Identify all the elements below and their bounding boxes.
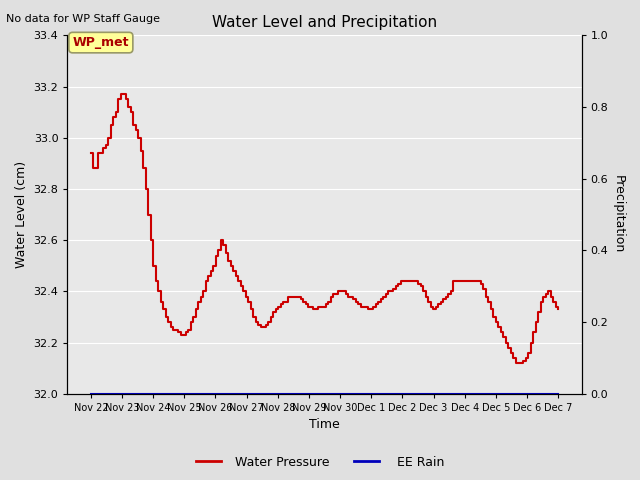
Text: WP_met: WP_met — [72, 36, 129, 49]
Legend:  Water Pressure,   EE Rain: Water Pressure, EE Rain — [191, 451, 449, 474]
X-axis label: Time: Time — [309, 419, 340, 432]
Title: Water Level and Precipitation: Water Level and Precipitation — [212, 15, 437, 30]
Y-axis label: Water Level (cm): Water Level (cm) — [15, 161, 28, 268]
Text: No data for WP Staff Gauge: No data for WP Staff Gauge — [6, 14, 161, 24]
Y-axis label: Precipitation: Precipitation — [612, 176, 625, 254]
